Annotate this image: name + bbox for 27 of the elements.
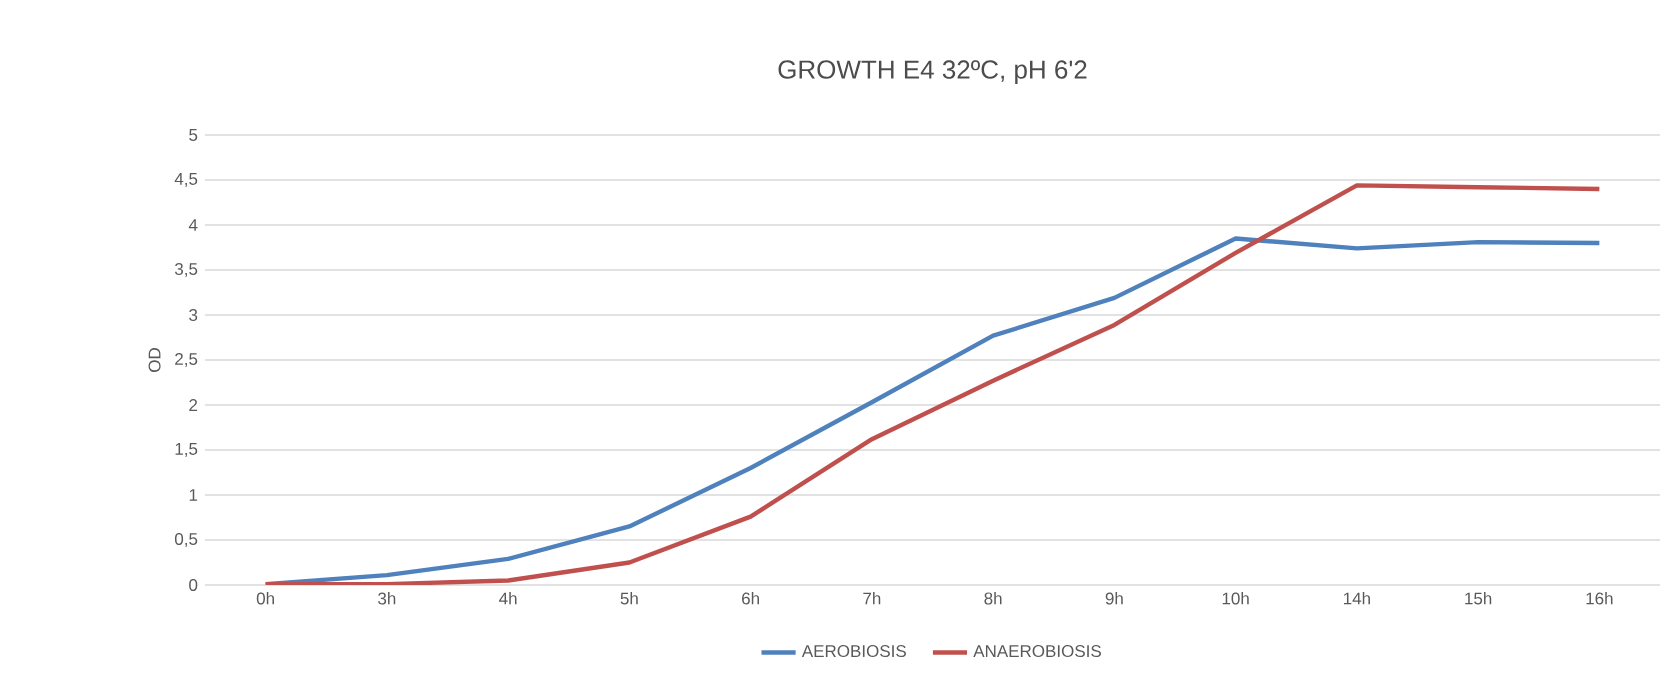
x-tick-label: 0h [256,592,274,605]
x-tick-label: 8h [984,592,1002,605]
x-tick-label: 10h [1222,592,1249,605]
x-tick-label: 6h [742,592,759,605]
y-tick-label: 0,5 [174,532,198,547]
y-axis-title: OD [148,348,161,372]
x-tick-label: 15h [1465,592,1492,605]
y-tick-label: 3,5 [174,262,198,277]
x-tick-label: 14h [1343,592,1370,605]
chart-title: GROWTH E4 32ºC, pH 6'2 [778,60,1087,84]
x-tick-label: 3h [378,592,396,605]
y-tick-label: 4 [188,219,198,231]
x-tick-label: 4h [499,592,517,605]
x-tick-label: 5h [620,592,638,605]
y-tick-label: 1 [189,489,198,501]
y-tick-label: 2 [189,399,198,411]
y-tick-label: 5 [189,129,198,141]
y-tick-label: 4,5 [174,173,198,187]
y-tick-label: 0 [189,578,198,591]
legend-label: AEROBIOSIS [801,645,906,658]
y-tick-label: 3 [189,308,198,321]
x-tick-label: 16h [1586,592,1613,605]
y-tick-label: 1,5 [175,443,198,457]
x-tick-label: 7h [863,592,881,605]
y-tick-label: 2,5 [175,352,198,367]
legend-label: ANAEROBIOSIS [973,645,1101,658]
x-tick-label: 9h [1105,592,1123,605]
